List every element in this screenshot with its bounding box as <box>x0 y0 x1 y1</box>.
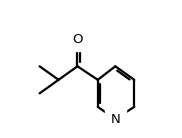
Text: O: O <box>72 33 83 46</box>
Text: N: N <box>110 112 120 126</box>
